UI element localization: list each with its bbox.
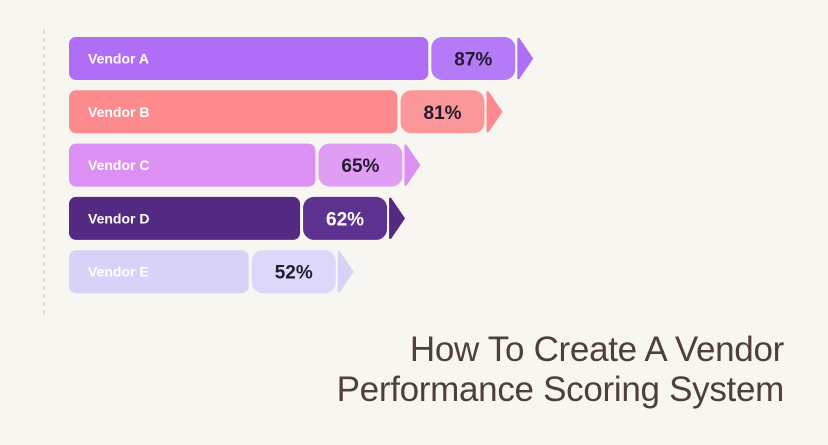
bar-label-vendor-c: Vendor C	[88, 157, 149, 173]
bar-vendor-b	[69, 90, 398, 134]
arrow-tip-vendor-d	[389, 197, 406, 239]
value-pill-vendor-c	[318, 143, 403, 187]
arrow-tip-vendor-b	[486, 91, 503, 133]
vendor-score-chart: Vendor A 87% Vendor B 81% Vendor C 65% Vendor …	[43, 30, 534, 318]
value-pill-vendor-d	[303, 196, 388, 240]
value-label-vendor-a: 87%	[454, 50, 492, 71]
title-line-2: Performance Scoring System	[336, 370, 785, 409]
arrow-tip-vendor-c	[404, 144, 421, 186]
value-pill-vendor-a	[431, 37, 516, 80]
value-label-vendor-d: 62%	[326, 209, 364, 230]
bar-vendor-a	[69, 37, 429, 80]
bar-label-vendor-e: Vendor E	[88, 264, 149, 280]
arrow-tip-vendor-e	[337, 251, 354, 293]
value-label-vendor-b: 81%	[424, 103, 462, 124]
bar-label-vendor-a: Vendor A	[88, 51, 149, 67]
value-label-vendor-c: 65%	[341, 156, 379, 177]
title-line-1: How To Create A Vendor	[409, 330, 784, 369]
page-title: How To Create A Vendor Performance Scori…	[336, 330, 785, 410]
bar-vendor-e	[69, 250, 249, 294]
bar-label-vendor-d: Vendor D	[88, 210, 149, 226]
arrow-tip-vendor-a	[517, 38, 534, 79]
bar-label-vendor-b: Vendor B	[88, 104, 149, 120]
bar-vendor-c	[69, 143, 316, 187]
value-pill-vendor-e	[251, 250, 336, 294]
value-pill-vendor-b	[400, 90, 485, 134]
value-label-vendor-e: 52%	[275, 263, 313, 284]
bar-vendor-d	[69, 196, 301, 240]
